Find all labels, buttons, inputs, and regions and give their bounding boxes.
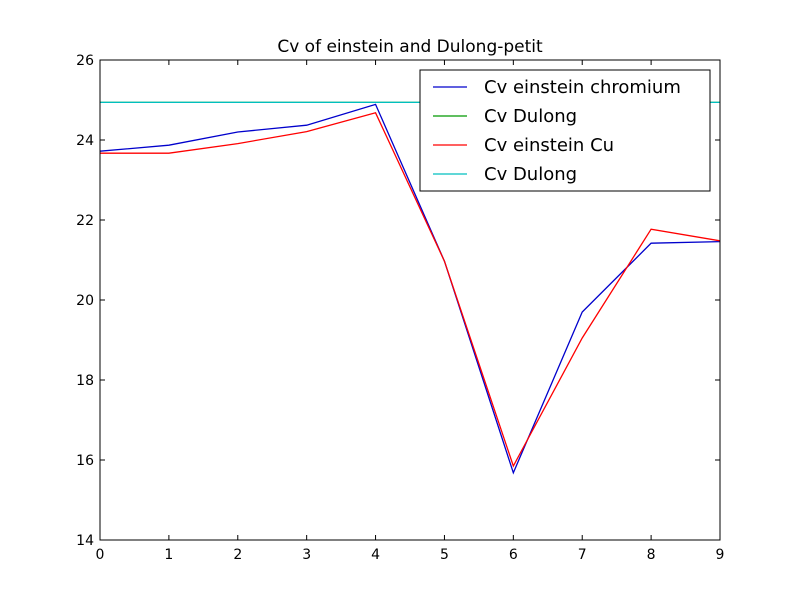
y-tick-label: 18 — [76, 373, 94, 389]
series-line-3 — [100, 112, 720, 468]
y-tick-label: 16 — [76, 453, 94, 469]
x-tick-label: 2 — [233, 547, 242, 563]
x-tick-label: 5 — [440, 547, 449, 563]
legend-box — [419, 69, 711, 192]
legend: Cv einstein chromium Cv Dulong Cv einstein… — [419, 69, 711, 192]
y-tick-label: 26 — [76, 53, 94, 69]
legend-label-1: Cv einstein chromium — [484, 77, 681, 98]
x-tick-label: 6 — [509, 547, 518, 563]
plot-lines-group — [100, 101, 720, 475]
series-line-1 — [100, 103, 720, 475]
x-tick-label: 4 — [371, 547, 380, 563]
y-tick-label: 14 — [76, 533, 94, 549]
y-tick-label: 20 — [76, 293, 94, 309]
legend-label-2: Cv Dulong — [484, 106, 577, 127]
x-tick-label: 1 — [164, 547, 173, 563]
legend-label-4: Cv Dulong — [484, 164, 577, 185]
chart-title: Cv of einstein and Dulong-petit — [277, 37, 543, 57]
axes-group: 0 1 2 3 4 5 6 7 8 9 14 16 18 20 22 24 26 — [76, 53, 724, 563]
x-tick-label: 3 — [302, 547, 311, 563]
x-tick-label: 7 — [578, 547, 587, 563]
x-tick-label: 0 — [96, 547, 105, 563]
x-tick-label: 9 — [716, 547, 725, 563]
x-tick-label: 8 — [647, 547, 656, 563]
legend-label-3: Cv einstein Cu — [484, 135, 614, 156]
y-tick-label: 24 — [76, 133, 94, 149]
y-tick-label: 22 — [76, 213, 94, 229]
